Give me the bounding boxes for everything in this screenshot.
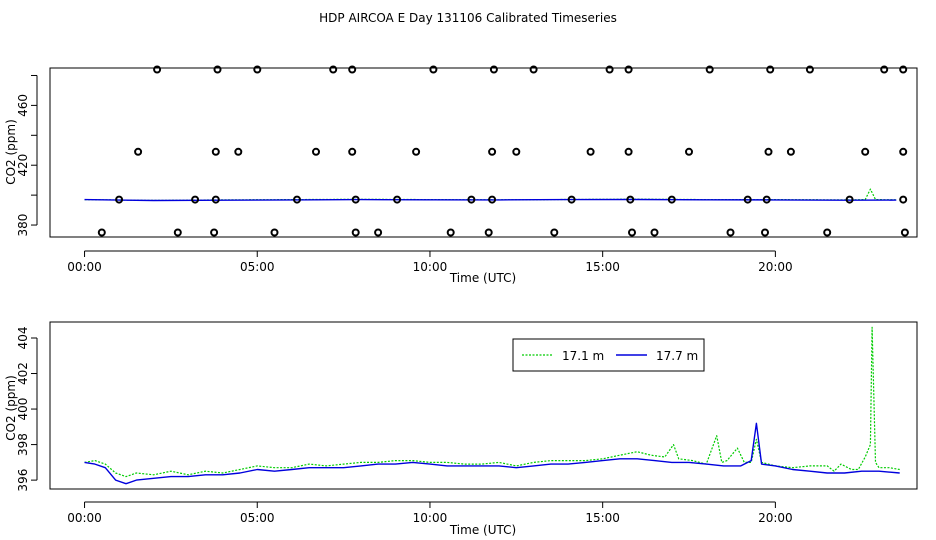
legend: 17.1 m 17.7 m	[512, 338, 705, 372]
x-tick-label: 05:00	[240, 260, 275, 274]
calibration-point	[624, 147, 633, 156]
calibration-point	[667, 195, 676, 204]
calibration-point	[899, 147, 908, 156]
calibration-point	[97, 228, 106, 237]
x-tick-label: 15:00	[585, 511, 620, 525]
calibration-point	[312, 147, 320, 156]
calibration-point	[393, 195, 402, 204]
calibration-point	[351, 195, 360, 204]
calibration-point	[586, 147, 595, 156]
calibration-point	[191, 195, 200, 204]
calibration-point	[861, 147, 870, 156]
calibration-point	[429, 65, 438, 74]
x-axis-label: Time (UTC)	[449, 271, 516, 285]
legend-box	[512, 338, 705, 372]
calibration-point	[211, 195, 220, 204]
x-tick-label: 05:00	[240, 511, 275, 525]
figure-title: HDP AIRCOA E Day 131106 Calibrated Times…	[319, 11, 617, 25]
calibration-point	[351, 228, 360, 237]
calibration-point	[488, 147, 497, 156]
calibration-point	[550, 228, 559, 237]
x-tick-label: 00:00	[67, 511, 102, 525]
calibration-point	[134, 147, 143, 156]
calibration-point	[626, 195, 635, 204]
x-tick-label: 15:00	[585, 260, 620, 274]
y-tick-label: 400	[16, 398, 30, 421]
y-tick-label: 398	[16, 433, 30, 456]
series-line-17-7-m	[84, 198, 897, 202]
calibration-point	[489, 65, 498, 74]
legend-label-17-1m: 17.1 m	[562, 349, 604, 363]
calibration-point	[823, 228, 832, 237]
calibration-point	[329, 65, 338, 74]
calibration-point	[786, 147, 795, 156]
calibration-point	[900, 228, 909, 237]
x-tick-label: 20:00	[758, 260, 793, 274]
calibration-point	[743, 195, 752, 204]
calibration-point	[761, 228, 769, 237]
calibration-point	[213, 65, 222, 74]
y-tick-label: 402	[16, 362, 30, 385]
x-tick-label: 20:00	[758, 511, 793, 525]
panel-timeseries: 00:00 05:00 10:00 15:00 20:00 396 398 400 402 404…	[4, 321, 918, 537]
calibration-point	[484, 228, 493, 237]
calibration-point	[211, 147, 220, 156]
calibration-point	[845, 195, 854, 204]
x-tick-label: 10:00	[413, 511, 448, 525]
y-tick-label: 404	[16, 327, 30, 350]
calibration-point	[488, 195, 497, 204]
y-axis-label: CO2 (ppm)	[4, 375, 18, 441]
y-tick-label: 420	[16, 154, 30, 177]
y-tick-label: 396	[16, 469, 30, 492]
calibration-point	[210, 228, 219, 237]
calibration-point	[529, 65, 538, 74]
calibration-point	[764, 147, 773, 156]
calibration-point	[705, 65, 714, 74]
calibration-point	[628, 228, 636, 237]
calibration-point	[805, 65, 814, 74]
calibration-point	[348, 65, 357, 74]
calibration-point	[253, 65, 262, 74]
plot-frame	[49, 67, 918, 238]
calibration-point	[766, 65, 775, 74]
calibration-point	[446, 228, 455, 237]
calibration-point	[899, 65, 908, 74]
calibration-point	[270, 228, 279, 237]
x-tick-label: 10:00	[413, 260, 448, 274]
y-tick-label: 460	[16, 94, 30, 117]
calibration-point	[726, 228, 735, 237]
y-axis-label: CO2 (ppm)	[4, 119, 18, 185]
calibration-point	[762, 195, 771, 204]
calibration-point	[173, 228, 182, 237]
calibration-point	[374, 228, 383, 237]
calibration-point	[605, 65, 614, 74]
y-tick-label: 380	[16, 214, 30, 237]
calibration-point	[899, 195, 908, 204]
series-line-17-1-m	[84, 326, 900, 478]
plot-frame	[49, 321, 918, 490]
series-line-17-7-m	[84, 422, 900, 485]
calibration-point	[685, 147, 693, 156]
calibration-point	[467, 195, 476, 204]
x-tick-label: 00:00	[67, 260, 102, 274]
legend-label-17-7m: 17.7 m	[656, 349, 698, 363]
calibration-point	[348, 147, 357, 156]
panel-calibration: 00:00 05:00 10:00 15:00 20:00 380 420 460 Time …	[4, 65, 918, 285]
calibration-point	[880, 65, 889, 74]
calibration-point	[115, 195, 124, 204]
calibration-point	[293, 195, 301, 204]
calibration-point	[650, 228, 659, 237]
calibration-point	[412, 147, 421, 156]
calibration-point	[512, 147, 521, 156]
calibration-point	[567, 195, 576, 204]
x-axis-label: Time (UTC)	[449, 523, 516, 537]
calibration-point	[153, 65, 162, 74]
calibration-point	[234, 147, 243, 156]
series-line-17-1-m	[84, 188, 897, 201]
calibration-point	[624, 65, 633, 74]
